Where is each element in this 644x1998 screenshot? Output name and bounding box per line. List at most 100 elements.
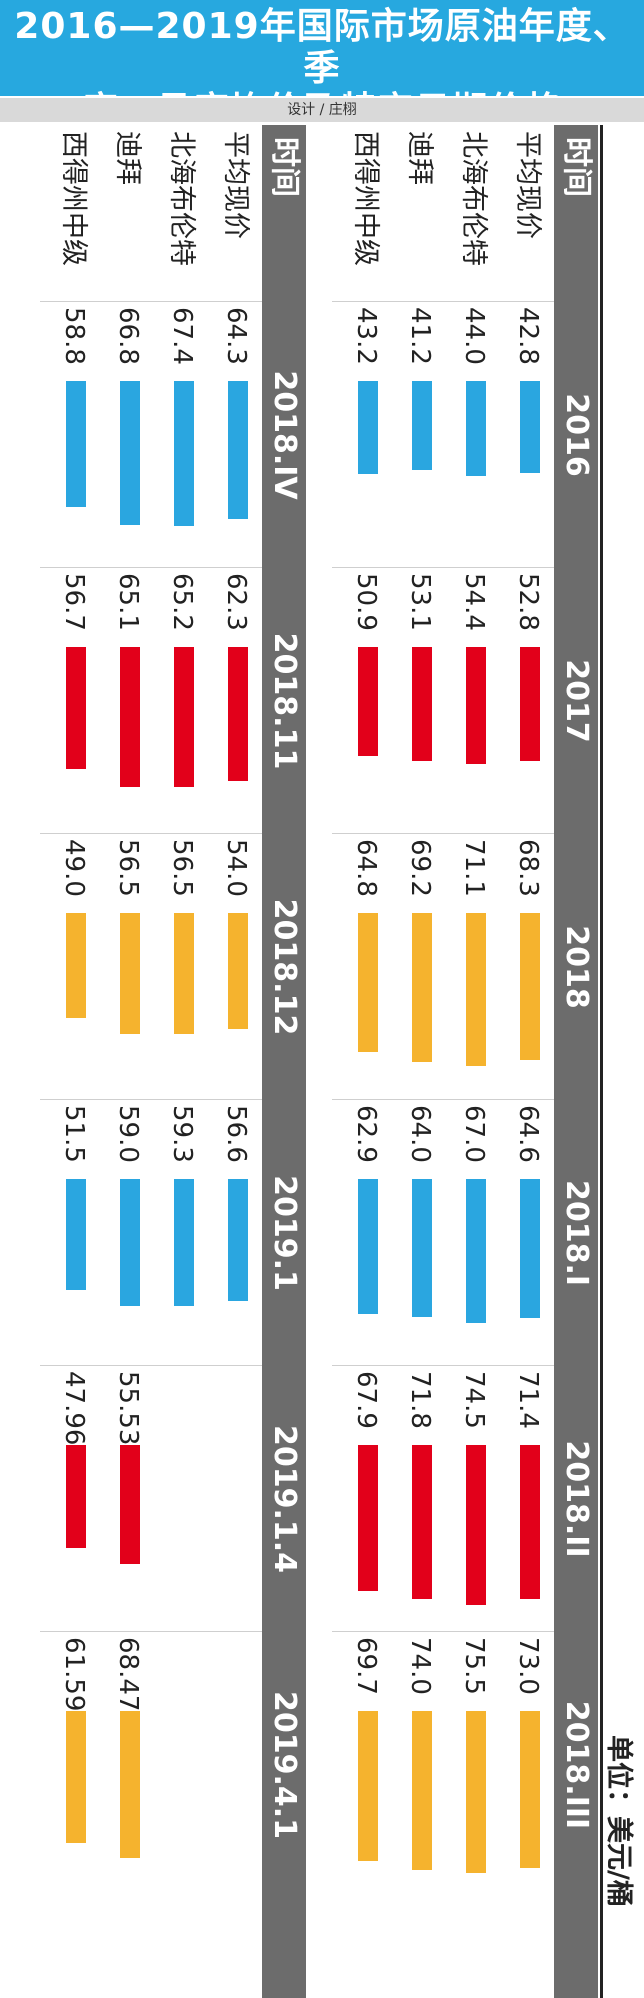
data-value-label: 69.7 (351, 1637, 381, 1695)
data-bar (358, 1711, 378, 1861)
data-value-label: 64.6 (513, 1105, 543, 1163)
data-value-label: 43.2 (351, 307, 381, 365)
period-label: 2018.12 (267, 898, 302, 1036)
data-value-label: 47.96 (59, 1371, 89, 1446)
column-divider (40, 1099, 262, 1100)
data-bar (412, 1711, 432, 1870)
data-bar (520, 1711, 540, 1868)
data-bar (228, 913, 248, 1029)
left-rule-line (600, 125, 603, 1998)
credit-text: 设计 / 庄栩 (287, 102, 357, 118)
data-value-label: 71.4 (513, 1371, 543, 1429)
data-bar (120, 1179, 140, 1306)
column-divider (332, 1631, 554, 1632)
data-value-label: 64.8 (351, 839, 381, 897)
data-bar (66, 381, 86, 507)
data-bar (66, 913, 86, 1018)
data-bar (412, 1445, 432, 1599)
data-value-label: 52.8 (513, 573, 543, 631)
column-divider (40, 567, 262, 568)
data-value-label: 56.6 (221, 1105, 251, 1163)
data-value-label: 59.0 (113, 1105, 143, 1163)
period-label: 2018.11 (267, 632, 302, 770)
unit-label: 单位：美元/桶 (603, 1735, 634, 1907)
data-bar (466, 381, 486, 476)
data-bar (174, 381, 194, 526)
column-divider (40, 1631, 262, 1632)
series-name-label: 迪拜 (112, 131, 143, 185)
series-name-label: 北海布伦特 (458, 131, 489, 266)
data-bar (520, 1445, 540, 1599)
chart-panel-monthly-specific-dates: 时间 2018.IV 2018.11 2018.12 2019.1 2019.1.4 20… (40, 125, 306, 1998)
data-bar (520, 381, 540, 473)
time-header-label: 时间 (267, 137, 302, 197)
data-value-label: 54.4 (459, 573, 489, 631)
period-label: 2019.1.4 (267, 1424, 302, 1574)
data-value-label: 54.0 (221, 839, 251, 897)
data-bar (520, 647, 540, 761)
data-value-label: 62.3 (221, 573, 251, 631)
data-value-label: 50.9 (351, 573, 381, 631)
data-bar (120, 1711, 140, 1858)
data-value-label: 74.5 (459, 1371, 489, 1429)
data-bar (520, 913, 540, 1060)
period-label: 2016 (559, 393, 594, 477)
data-value-label: 53.1 (405, 573, 435, 631)
chart-panel-annual-quarterly: 时间 2016 2017 2018 2018.I 2018.II 2018.III 平均现… (332, 125, 598, 1998)
data-value-label: 58.8 (59, 307, 89, 365)
period-label: 2018 (559, 925, 594, 1009)
series-name-label: 平均现价 (220, 131, 251, 239)
data-bar (466, 913, 486, 1066)
data-value-label: 75.5 (459, 1637, 489, 1695)
data-value-label: 56.5 (167, 839, 197, 897)
data-bar (228, 1179, 248, 1301)
period-label: 2019.4.1 (267, 1690, 302, 1840)
period-label: 2018.IV (267, 370, 302, 500)
data-value-label: 66.8 (113, 307, 143, 365)
data-value-label: 74.0 (405, 1637, 435, 1695)
column-divider (332, 1365, 554, 1366)
data-bar (358, 913, 378, 1052)
data-value-label: 49.0 (59, 839, 89, 897)
data-bar (412, 1179, 432, 1317)
period-label: 2018.II (559, 1440, 594, 1558)
data-value-label: 55.53 (113, 1371, 143, 1446)
data-bar (120, 381, 140, 525)
column-divider (332, 301, 554, 302)
data-bar (466, 1179, 486, 1323)
data-value-label: 73.0 (513, 1637, 543, 1695)
data-value-label: 67.9 (351, 1371, 381, 1429)
column-divider (40, 833, 262, 834)
series-name-label: 北海布伦特 (166, 131, 197, 266)
series-name-label: 西得州中级 (350, 131, 381, 266)
title-banner: 2016—2019年国际市场原油年度、季 度、月度均价及特定日期价格 (0, 0, 644, 131)
title-line-1: 2016—2019年国际市场原油年度、季 (14, 6, 630, 89)
column-divider (40, 1365, 262, 1366)
data-bar (466, 647, 486, 764)
data-bar (66, 1445, 86, 1548)
data-bar (358, 647, 378, 756)
data-value-label: 41.2 (405, 307, 435, 365)
data-bar (358, 381, 378, 474)
header-strip: 时间 2016 2017 2018 2018.I 2018.II 2018.III (554, 125, 598, 1998)
data-value-label: 51.5 (59, 1105, 89, 1163)
period-label: 2018.III (559, 1700, 594, 1830)
data-bar (520, 1179, 540, 1318)
data-bar (412, 381, 432, 470)
credit-bar: 设计 / 庄栩 (0, 98, 644, 122)
data-bar (66, 1179, 86, 1290)
data-value-label: 56.7 (59, 573, 89, 631)
data-bar (358, 1445, 378, 1591)
data-value-label: 56.5 (113, 839, 143, 897)
data-value-label: 61.59 (59, 1637, 89, 1712)
data-bar (228, 647, 248, 781)
data-bar (120, 647, 140, 787)
time-header-label: 时间 (559, 137, 594, 197)
data-bar (174, 913, 194, 1034)
data-bar (174, 1179, 194, 1306)
data-bar (412, 647, 432, 761)
data-value-label: 68.3 (513, 839, 543, 897)
data-value-label: 64.0 (405, 1105, 435, 1163)
data-value-label: 42.8 (513, 307, 543, 365)
